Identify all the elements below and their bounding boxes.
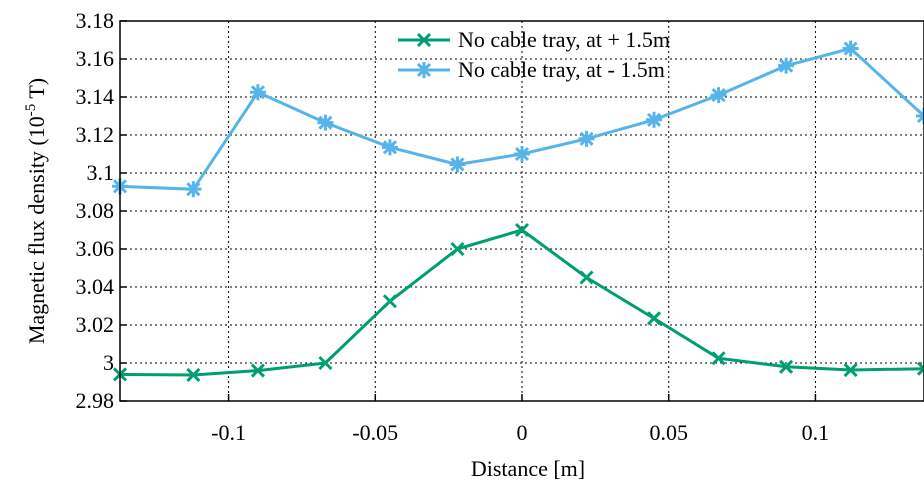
data-point xyxy=(317,114,334,131)
data-point xyxy=(842,40,859,57)
legend-label: No cable tray, at - 1.5m xyxy=(458,57,665,82)
legend-marker xyxy=(416,32,432,48)
data-point xyxy=(514,146,530,162)
data-point xyxy=(646,111,663,128)
y-tick-label: 3.08 xyxy=(76,198,115,223)
data-point xyxy=(514,222,530,238)
y-tick-label: 3.1 xyxy=(87,160,115,185)
data-point xyxy=(710,87,727,104)
x-axis-label: Distance [m] xyxy=(471,456,585,481)
x-tick-label: -0.05 xyxy=(352,420,398,445)
y-tick-label: 3.18 xyxy=(76,8,115,33)
data-point xyxy=(578,130,595,147)
data-point xyxy=(318,355,333,371)
x-tick-label: 0.1 xyxy=(802,420,830,445)
data-point xyxy=(381,139,398,156)
data-point xyxy=(711,351,726,366)
y-axis-label: Magnetic flux density (10-5 T) xyxy=(23,78,49,344)
y-tick-label: 3.14 xyxy=(76,84,115,109)
series-layer xyxy=(112,40,924,383)
data-point xyxy=(916,108,924,124)
y-tick-label: 3.02 xyxy=(76,312,115,337)
grid-layer xyxy=(120,21,924,401)
data-point xyxy=(449,156,466,173)
data-point xyxy=(249,84,266,101)
legend-label: No cable tray, at + 1.5m xyxy=(458,27,670,52)
y-tick-label: 3.04 xyxy=(76,274,115,299)
data-point xyxy=(185,181,202,198)
data-point xyxy=(779,359,794,374)
legend-marker xyxy=(416,62,432,78)
y-axis-label-main: Magnetic flux density (10 xyxy=(24,116,49,344)
y-tick-label: 3.12 xyxy=(76,122,115,147)
ticks-layer: 2.98 3 3.02 3.04 3.06 3.08 3.1 3.12 3.14 3.16 3.18… xyxy=(76,8,830,445)
data-point xyxy=(450,241,465,257)
x-tick-label: -0.1 xyxy=(211,420,246,445)
y-tick-label: 3 xyxy=(103,350,114,375)
x-tick-label: 0.05 xyxy=(649,420,688,445)
x-tick-label: 0 xyxy=(517,420,528,445)
data-point xyxy=(778,57,795,74)
y-tick-label: 2.98 xyxy=(76,388,115,413)
data-point xyxy=(843,362,858,378)
data-point xyxy=(646,311,662,326)
data-point xyxy=(186,367,201,383)
y-axis-label-unit: T) xyxy=(24,78,49,104)
y-tick-label: 3.06 xyxy=(76,236,115,261)
data-point xyxy=(250,363,265,378)
data-point xyxy=(916,361,924,376)
y-tick-label: 3.16 xyxy=(76,46,115,71)
data-point xyxy=(382,294,398,309)
data-point xyxy=(579,270,594,285)
legend: No cable tray, at + 1.5m No cable tray, a… xyxy=(398,27,670,82)
y-axis-label-exponent: -5 xyxy=(23,104,39,117)
